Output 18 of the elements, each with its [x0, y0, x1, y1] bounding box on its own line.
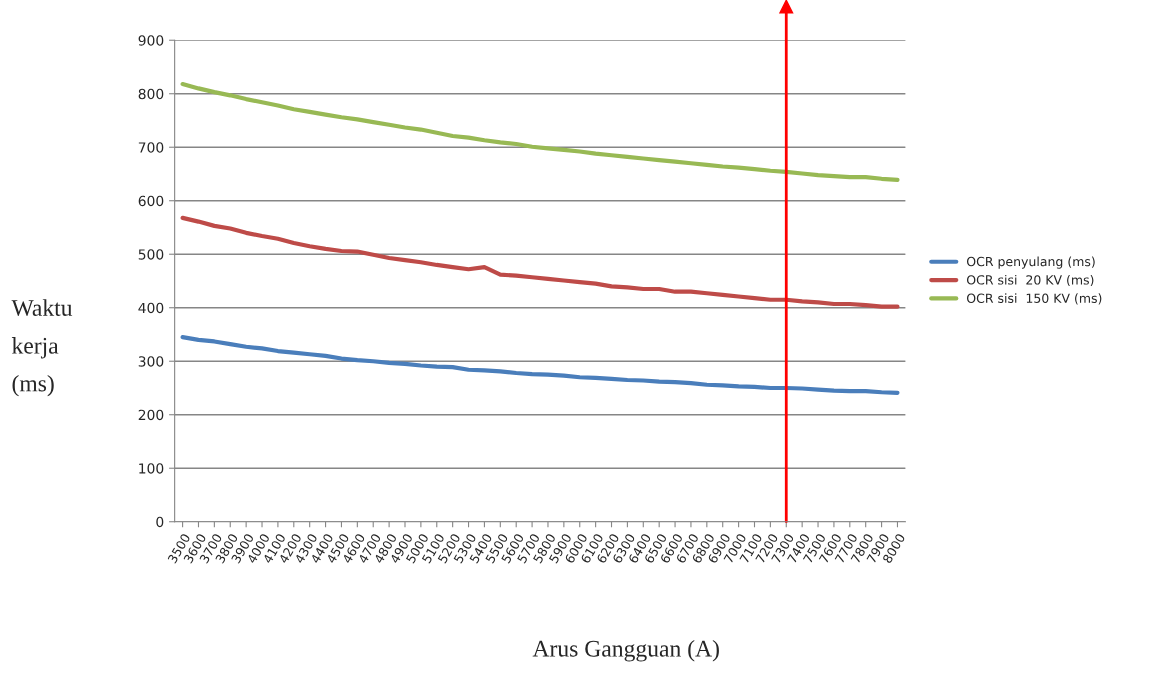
y-tick-label: 900	[138, 35, 164, 46]
y-tick-label: 200	[138, 409, 164, 421]
legend-label: OCR penyulang (ms)	[966, 256, 1095, 269]
y-tick-label: 300	[138, 356, 164, 367]
y-axis-title: Waktu kerja (ms)	[11, 299, 73, 397]
line-series	[180, 335, 900, 395]
y-tick-label: 400	[138, 302, 164, 314]
x-axis-title: Arus Gangguan (A)	[532, 640, 719, 662]
line-series	[180, 215, 900, 309]
y-tick-label: 800	[138, 88, 164, 100]
y-tick-label: 700	[138, 142, 164, 153]
legend-label: OCR sisi 150 KV (ms)	[966, 293, 1102, 305]
line-series	[180, 82, 900, 182]
legend-label: OCR sisi 20 KV (ms)	[966, 274, 1094, 287]
y-tick-label: 500	[138, 249, 164, 260]
y-tick-label: 0	[156, 516, 164, 528]
y-tick-label: 100	[139, 463, 164, 474]
y-tick-label: 600	[138, 195, 164, 207]
